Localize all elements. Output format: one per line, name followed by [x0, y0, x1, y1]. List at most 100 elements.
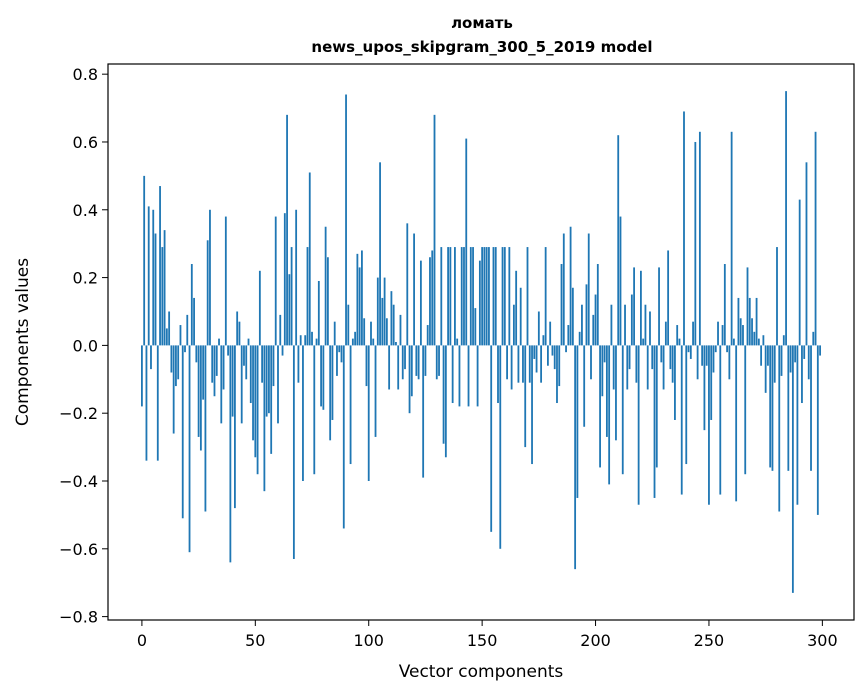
bar-213 [624, 304, 626, 346]
bar-18 [181, 345, 184, 519]
bar-149 [478, 260, 481, 346]
bar-97 [361, 250, 363, 346]
bar-249 [705, 345, 708, 366]
bar-79 [320, 345, 322, 407]
bar-88 [340, 345, 343, 363]
bar-173 [533, 345, 536, 359]
bar-91 [347, 304, 350, 346]
bar-106 [381, 297, 384, 346]
bar-133 [442, 345, 445, 444]
bar-42 [236, 311, 239, 346]
bar-80 [322, 345, 325, 410]
bar-289 [796, 345, 799, 505]
bar-14 [172, 345, 175, 434]
bar-259 [728, 345, 731, 380]
bar-100 [367, 345, 370, 481]
bar-112 [395, 342, 397, 346]
bar-223 [646, 345, 649, 390]
bar-247 [701, 345, 704, 366]
bar-115 [401, 345, 404, 380]
bar-2 [145, 345, 148, 461]
bar-9 [161, 247, 164, 346]
bar-193 [578, 331, 581, 346]
bar-294 [807, 345, 810, 380]
bar-186 [562, 233, 565, 346]
bar-234 [671, 345, 674, 383]
bar-155 [492, 247, 495, 346]
bar-52 [258, 270, 261, 346]
bar-144 [467, 345, 470, 407]
bar-45 [243, 345, 245, 366]
bar-258 [726, 345, 728, 353]
bar-285 [787, 345, 790, 471]
bar-47 [247, 338, 250, 346]
bar-166 [517, 345, 520, 383]
bar-282 [780, 345, 783, 376]
bar-132 [440, 247, 443, 346]
bar-174 [535, 345, 538, 373]
bar-265 [742, 325, 744, 346]
bar-60 [277, 345, 279, 424]
bar-83 [329, 345, 332, 441]
x-tick-label: 100 [353, 631, 384, 650]
bar-141 [460, 247, 463, 346]
bar-108 [385, 318, 388, 346]
bar-276 [767, 345, 769, 366]
bar-277 [769, 345, 772, 468]
bar-15 [175, 345, 177, 387]
bar-248 [703, 345, 706, 431]
bar-216 [630, 294, 633, 346]
bar-267 [746, 267, 749, 346]
bar-226 [653, 345, 656, 498]
bar-68 [295, 209, 298, 346]
bar-264 [739, 318, 742, 346]
bar-27 [202, 345, 205, 400]
bar-171 [528, 345, 531, 383]
bar-134 [444, 345, 447, 458]
bar-137 [451, 345, 454, 404]
bar-104 [376, 277, 379, 346]
bar-227 [655, 345, 658, 468]
bar-183 [556, 345, 558, 404]
bar-222 [644, 304, 647, 346]
bar-65 [288, 274, 291, 346]
bar-53 [261, 345, 264, 383]
bar-54 [263, 345, 266, 492]
bar-262 [735, 345, 738, 502]
plot-frame [107, 63, 855, 621]
bar-299 [819, 345, 821, 356]
bar-237 [678, 338, 681, 346]
bar-287 [791, 345, 794, 593]
bar-261 [732, 338, 735, 346]
bar-111 [392, 304, 395, 346]
bar-266 [744, 345, 747, 475]
bar-167 [519, 287, 522, 346]
bar-5 [152, 209, 155, 346]
bar-250 [708, 345, 710, 505]
bar-109 [388, 345, 391, 390]
bar-160 [503, 247, 506, 346]
x-tick-label: 0 [137, 631, 147, 650]
bar-235 [674, 345, 676, 420]
bar-96 [358, 267, 361, 346]
bar-208 [612, 345, 615, 390]
bar-78 [317, 280, 320, 346]
bar-221 [642, 338, 645, 346]
bar-177 [542, 335, 545, 346]
bar-236 [676, 325, 679, 346]
bar-252 [712, 345, 715, 373]
bar-124 [422, 345, 425, 478]
y-tick-label: 0.2 [73, 269, 98, 288]
bar-254 [717, 321, 719, 346]
bar-127 [429, 257, 431, 346]
bar-139 [456, 338, 459, 346]
bar-16 [177, 345, 180, 380]
bar-150 [481, 247, 484, 346]
bar-212 [621, 345, 624, 475]
chart-subtitle: news_upos_skipgram_300_5_2019 model [311, 38, 652, 56]
bar-195 [583, 345, 586, 427]
bar-207 [610, 304, 613, 346]
bar-12 [168, 311, 171, 346]
bar-146 [472, 247, 474, 346]
bar-113 [397, 345, 400, 390]
